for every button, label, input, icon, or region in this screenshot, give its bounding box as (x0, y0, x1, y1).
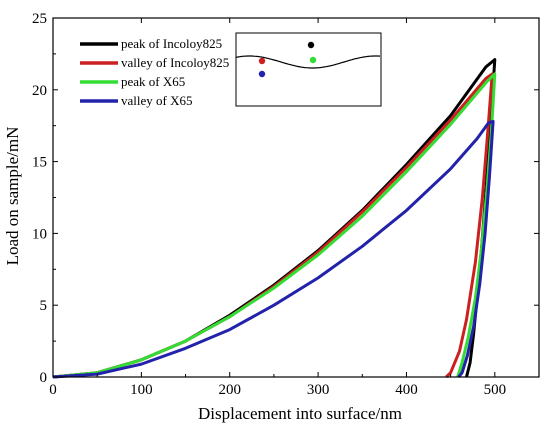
y-axis-title: Load on sample/mN (3, 127, 22, 266)
legend: peak of Incoloy825 valley of Incoloy825 pe… (80, 36, 229, 108)
y-tick-label: 10 (32, 226, 47, 242)
y-tick-label: 25 (32, 11, 47, 27)
y-tick-label: 20 (32, 83, 47, 99)
x-tick-label: 100 (130, 382, 153, 398)
x-tick-label: 500 (484, 382, 507, 398)
inset-indent-marker-4 (258, 70, 266, 78)
series-line-2 (52, 72, 494, 379)
x-axis-title: Displacement into surface/nm (198, 404, 402, 423)
ticks-layer: 0 100 200 300 400 500 0 5 10 15 20 25 (32, 11, 539, 398)
series-layer (52, 58, 497, 379)
inset-indent-marker-1 (307, 41, 315, 49)
x-tick-label: 400 (395, 382, 418, 398)
x-tick-label: 200 (218, 382, 241, 398)
y-tick-label: 15 (32, 155, 47, 171)
series-line-4 (52, 119, 495, 379)
x-tick-label: 300 (307, 382, 330, 398)
legend-label-1: peak of Incoloy825 (121, 36, 222, 51)
inset-surface-profile (235, 55, 381, 69)
y-tick-label: 5 (40, 298, 48, 314)
legend-label-3: peak of X65 (121, 74, 185, 89)
legend-label-4: valley of X65 (121, 93, 192, 108)
x-tick-label: 0 (49, 382, 57, 398)
y-tick-label: 0 (40, 370, 48, 386)
series-line-3 (52, 72, 497, 379)
inset-schematic (235, 32, 382, 107)
series-line-1 (52, 58, 497, 379)
inset-indent-marker-3 (309, 56, 317, 64)
inset-indent-marker-2 (258, 57, 266, 65)
legend-label-2: valley of Incoloy825 (121, 55, 229, 70)
